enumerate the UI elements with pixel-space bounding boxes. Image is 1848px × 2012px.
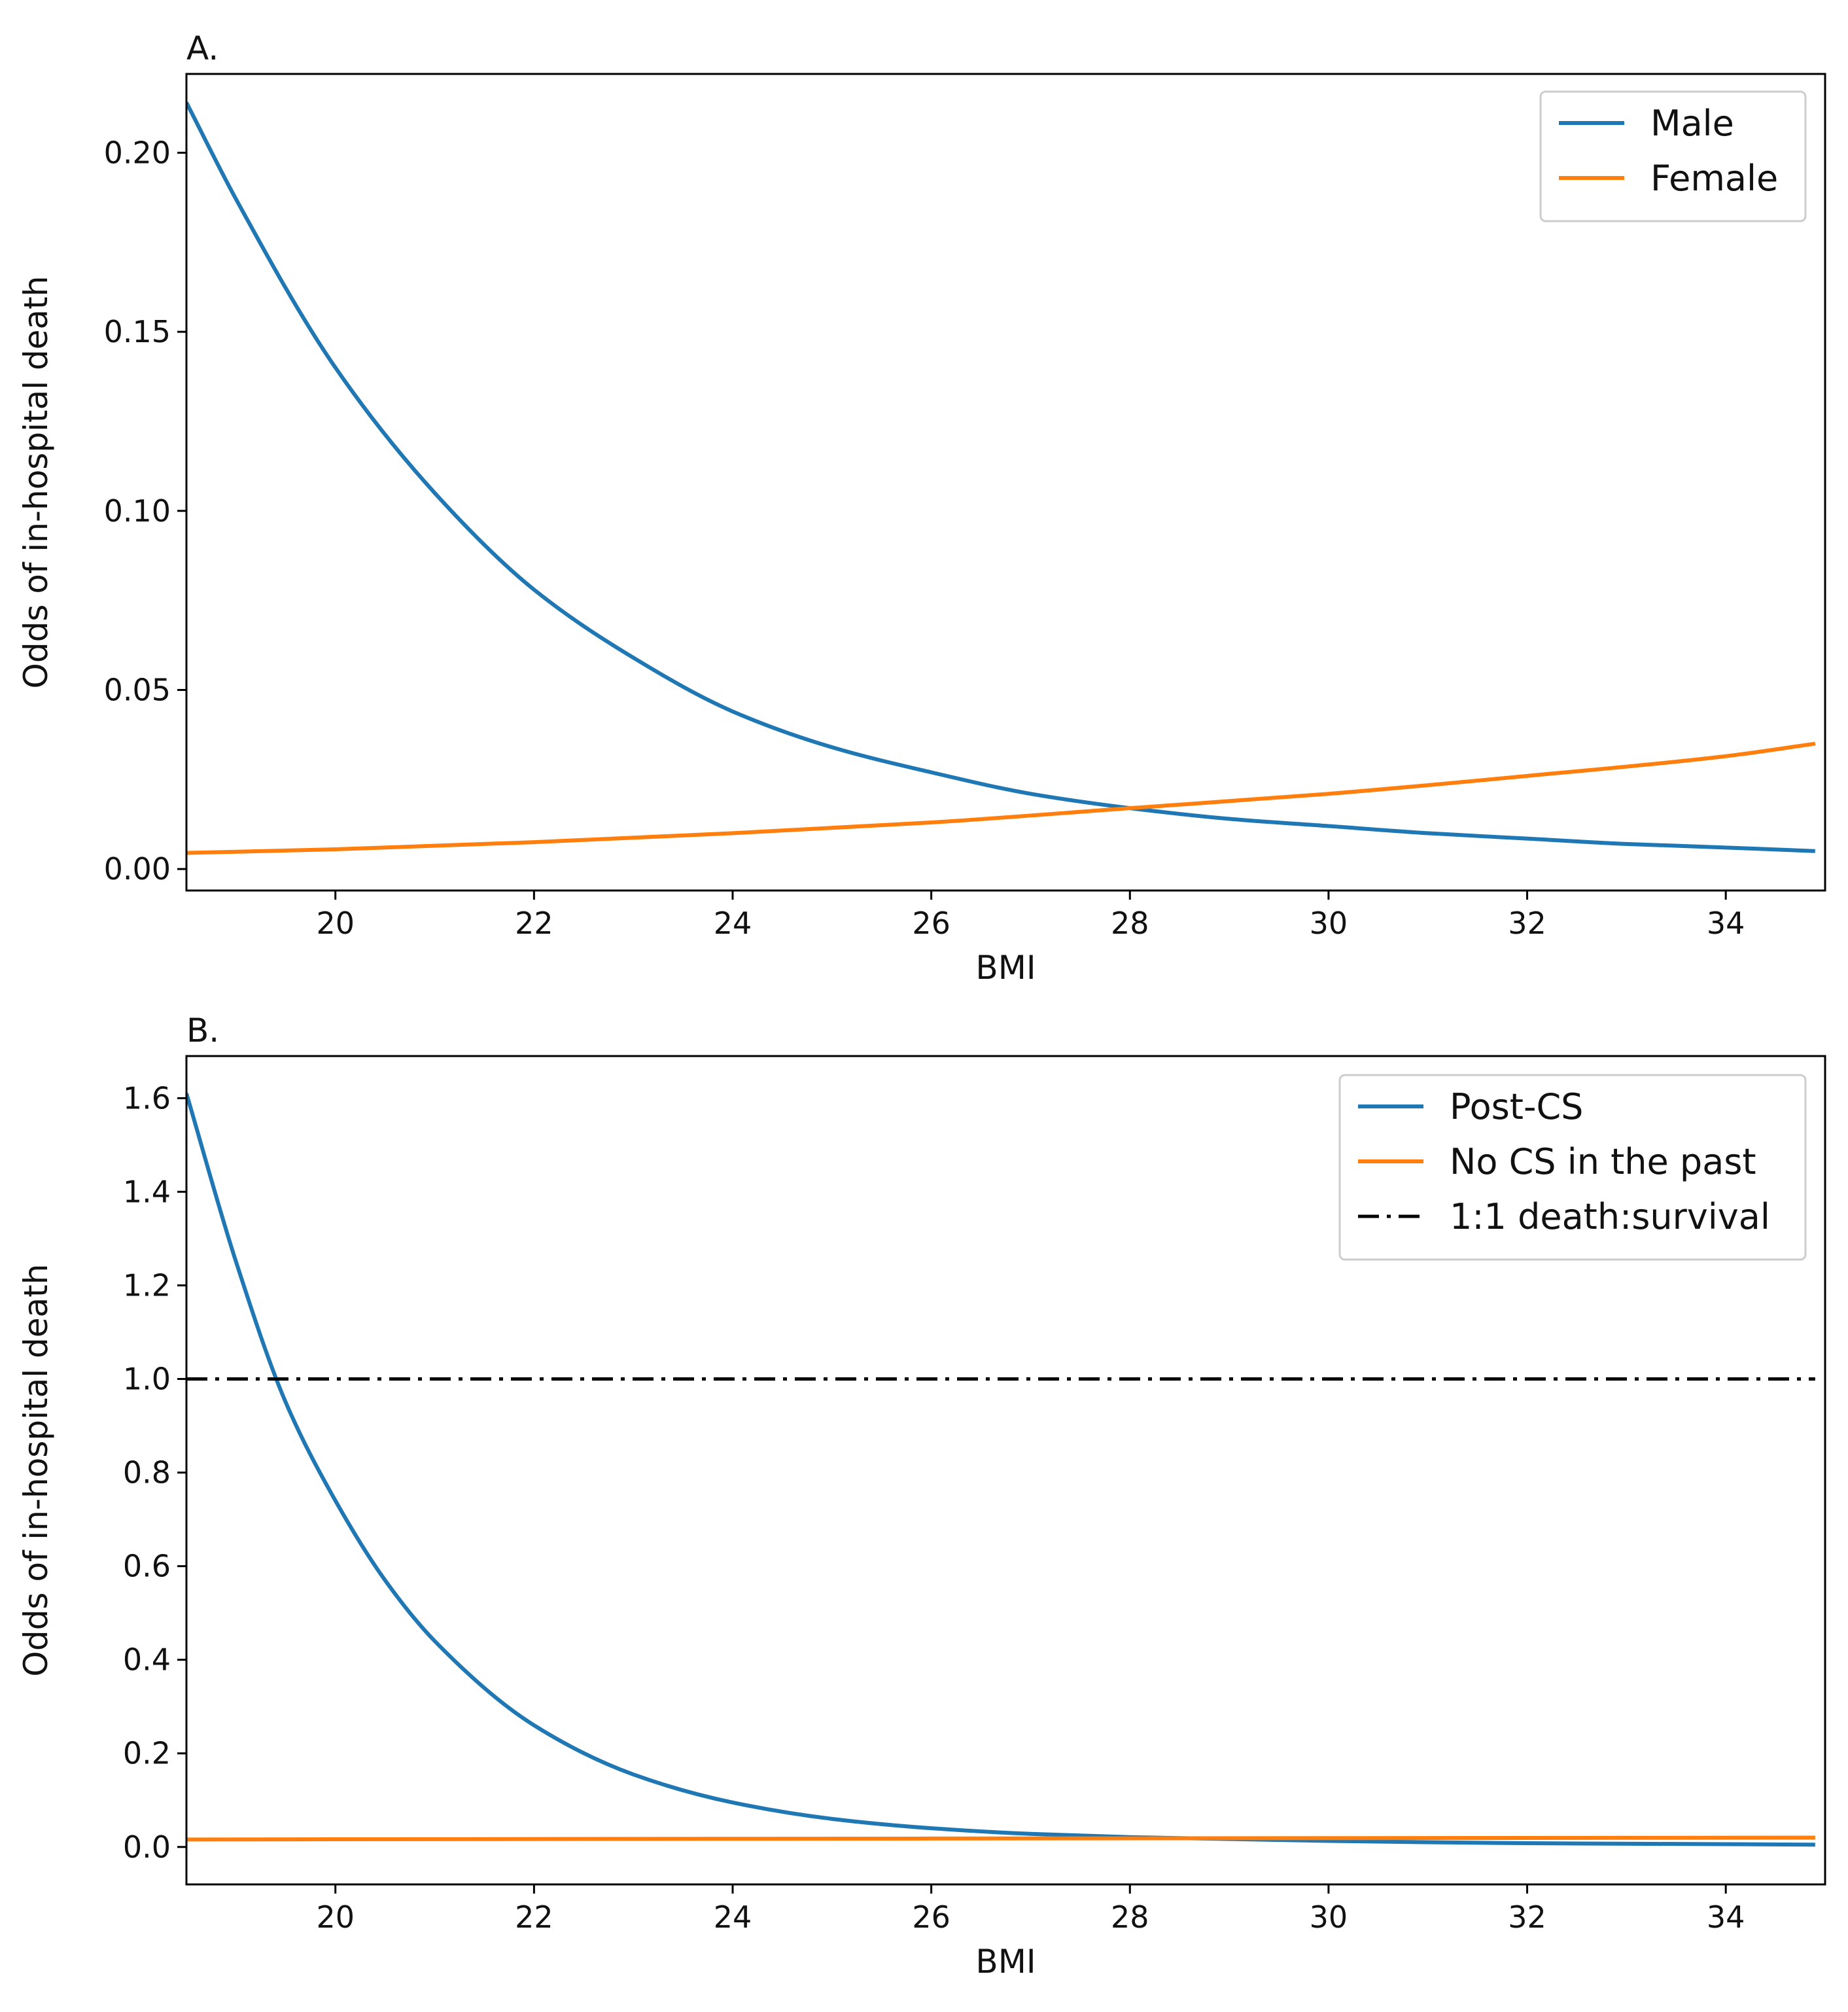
panel-a-axes-frame <box>185 73 1826 892</box>
panel-b-axes-frame <box>185 1055 1826 1886</box>
panel-b-legend-label: Post-CS <box>1450 1086 1583 1127</box>
panel-b-x-axis-label: BMI <box>975 1943 1036 1981</box>
panel-b-x-tick-label: 20 <box>316 1899 355 1935</box>
panel-b-y-tick-label: 1.0 <box>123 1362 171 1397</box>
panel-b-x-tick-label: 24 <box>714 1899 752 1935</box>
panel-a-chart: A. 20 22 24 26 28 30 32 34 0.00 0.05 0.10 0.15 0.20 BM… <box>17 29 1826 987</box>
panel-b-x-tick-label: 28 <box>1111 1899 1149 1935</box>
panel-b-chart: B. 20 22 24 26 28 30 32 34 0.0 0.2 0.4 0.6 0.8 1.0 1.2 1… <box>17 1012 1826 1981</box>
panel-a-x-tick-label: 32 <box>1508 906 1546 941</box>
panel-a-x-tick-label: 30 <box>1310 906 1348 941</box>
panel-a-x-tick-label: 24 <box>714 906 752 941</box>
panel-b-series-post-cs-line <box>186 1093 1815 1847</box>
panel-b-legend-box <box>1338 1074 1807 1261</box>
panel-a-x-tick-label: 22 <box>515 906 553 941</box>
panel-a-y-tick-label: 0.10 <box>104 493 171 529</box>
panel-a-x-tick-label: 20 <box>316 906 355 941</box>
panel-a-x-axis-label: BMI <box>975 949 1036 987</box>
panel-a-x-tick-label: 34 <box>1707 906 1745 941</box>
panel-b-series-no-cs-in-the-past-line <box>186 1835 1815 1842</box>
panel-b-x-tick-label: 34 <box>1707 1899 1745 1935</box>
panel-a-series-male-line <box>186 101 1815 853</box>
panel-a-x-tick-label: 26 <box>912 906 950 941</box>
panel-b-y-tick-label: 0.6 <box>123 1549 171 1584</box>
panel-a-y-tick-label: 0.00 <box>104 851 171 887</box>
panel-a-x-tick-label: 28 <box>1111 906 1149 941</box>
panel-a-y-axis-label: Odds of in-hospital death <box>17 276 55 689</box>
panel-b-legend: Post-CS No CS in the past 1:1 death:surviv… <box>1338 1074 1807 1261</box>
panel-a-series-female-line <box>186 741 1816 855</box>
panel-b-y-tick-label: 1.4 <box>123 1174 171 1209</box>
panel-a-legend: Male Female <box>1539 90 1807 222</box>
panel-b-y-tick-label: 0.4 <box>123 1642 171 1678</box>
panel-b-y-tick-label: 0.2 <box>123 1736 171 1771</box>
panel-b-y-axis-label: Odds of in-hospital death <box>17 1264 55 1677</box>
panel-b-y-tick-label: 1.2 <box>123 1267 171 1303</box>
panel-b-y-tick-label: 0.8 <box>123 1455 171 1491</box>
panel-b-legend-label: 1:1 death:survival <box>1450 1196 1770 1237</box>
panel-a-y-tick-label: 0.20 <box>104 135 171 170</box>
panel-b-x-tick-label: 30 <box>1310 1899 1348 1935</box>
panel-a-legend-label: Male <box>1650 103 1734 144</box>
panel-b-legend-label: No CS in the past <box>1450 1141 1756 1182</box>
panel-a-legend-label: Female <box>1650 158 1778 199</box>
panel-b-y-tick-label: 0.0 <box>123 1829 171 1865</box>
panel-b-title: B. <box>186 1012 219 1050</box>
panel-a-y-tick-label: 0.05 <box>104 672 171 707</box>
panel-b-x-tick-label: 26 <box>912 1899 950 1935</box>
panel-b-x-tick-label: 22 <box>515 1899 553 1935</box>
panel-a-title: A. <box>186 29 218 67</box>
panel-b-y-tick-label: 1.6 <box>123 1080 171 1116</box>
panel-b-x-tick-label: 32 <box>1508 1899 1546 1935</box>
panel-a-y-tick-label: 0.15 <box>104 314 171 349</box>
